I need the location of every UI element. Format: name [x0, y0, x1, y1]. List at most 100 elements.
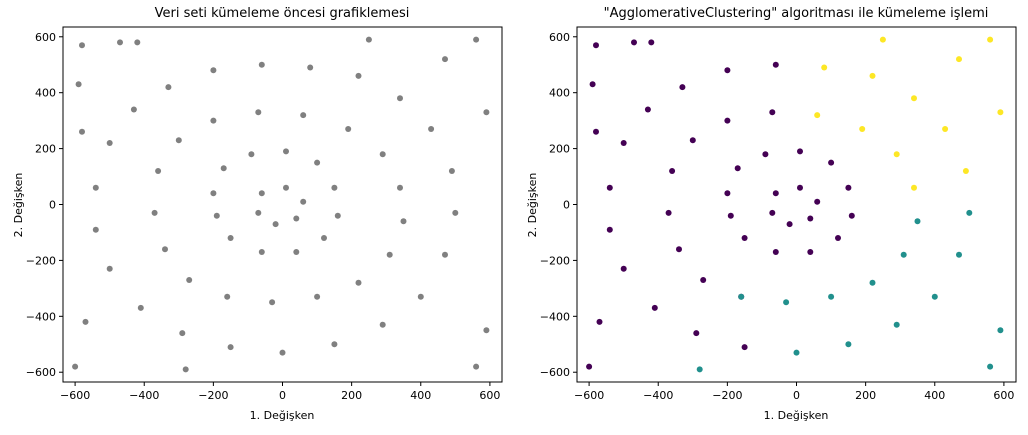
- data-point: [693, 330, 700, 337]
- data-point: [783, 299, 790, 306]
- x-tick-label: −400: [129, 389, 159, 402]
- y-tick-label: 0: [563, 199, 570, 212]
- scatter-panel-before: Veri seti kümeleme öncesi grafiklemesi −…: [12, 6, 503, 422]
- data-point: [417, 293, 424, 300]
- data-point: [724, 117, 731, 124]
- data-point: [845, 184, 852, 191]
- data-point: [255, 209, 262, 216]
- data-point: [665, 209, 672, 216]
- data-point: [651, 304, 658, 311]
- data-point: [379, 321, 386, 328]
- data-point: [72, 363, 79, 370]
- y-tick-label: 400: [35, 87, 56, 100]
- x-tick-label: −200: [198, 389, 228, 402]
- x-axis-label: 1. Değişken: [250, 409, 315, 422]
- x-tick-label: −600: [574, 389, 604, 402]
- data-point: [220, 165, 227, 172]
- data-point: [741, 344, 748, 351]
- y-tick-label: 200: [35, 143, 56, 156]
- data-point: [442, 56, 448, 63]
- data-point: [483, 109, 490, 116]
- data-point: [334, 212, 341, 219]
- data-point: [224, 293, 231, 300]
- data-point: [689, 137, 696, 144]
- plot-area: [576, 26, 1017, 383]
- x-tick-label: 200: [341, 389, 362, 402]
- data-point: [696, 366, 703, 373]
- x-tick-label: 0: [279, 389, 286, 402]
- data-point: [473, 36, 480, 43]
- data-point: [355, 72, 362, 79]
- x-tick-label: 600: [479, 389, 500, 402]
- data-point: [772, 190, 779, 197]
- data-point: [210, 67, 217, 74]
- data-point: [182, 366, 189, 373]
- data-point: [769, 109, 776, 116]
- data-point: [835, 235, 841, 241]
- data-point: [379, 151, 386, 158]
- scatter-panel-clustered: "AgglomerativeClustering" algoritması il…: [526, 6, 1017, 422]
- data-point: [137, 304, 144, 311]
- data-point: [586, 363, 593, 370]
- data-point: [942, 126, 949, 132]
- data-point: [797, 184, 803, 191]
- data-point: [593, 128, 599, 135]
- y-tick-label: 600: [549, 31, 570, 44]
- data-point: [814, 198, 821, 205]
- data-point: [772, 249, 779, 255]
- data-point: [724, 190, 731, 197]
- data-point: [162, 246, 168, 253]
- data-point: [606, 226, 613, 233]
- x-tick-label: −400: [643, 389, 673, 402]
- scatter-points: [586, 36, 1004, 373]
- data-point: [331, 184, 338, 191]
- data-point: [700, 277, 707, 283]
- data-point: [397, 95, 403, 102]
- x-tick-label: 200: [855, 389, 876, 402]
- data-point: [283, 148, 289, 155]
- x-axis-ticks: −600 −400 −200 0 200 400 600: [60, 382, 500, 402]
- data-point: [248, 151, 255, 158]
- data-point: [210, 190, 217, 197]
- chart-title: "AgglomerativeClustering" algoritması il…: [604, 6, 989, 21]
- data-point: [869, 72, 876, 79]
- x-tick-label: 400: [410, 389, 431, 402]
- chart-title: Veri seti kümeleme öncesi grafiklemesi: [155, 6, 410, 21]
- data-point: [130, 106, 137, 113]
- data-point: [175, 137, 182, 144]
- data-point: [648, 39, 655, 46]
- data-point: [452, 209, 459, 216]
- plot-area: [62, 26, 503, 383]
- data-point: [258, 190, 265, 197]
- data-point: [966, 209, 973, 216]
- data-point: [300, 198, 307, 205]
- data-point: [593, 42, 599, 49]
- x-tick-label: −600: [60, 389, 90, 402]
- data-point: [644, 106, 651, 113]
- x-tick-label: 600: [993, 389, 1014, 402]
- data-point: [75, 81, 82, 88]
- data-point: [845, 341, 852, 348]
- data-point: [92, 184, 99, 191]
- data-point: [355, 279, 362, 286]
- data-point: [210, 117, 217, 124]
- data-point: [724, 67, 731, 74]
- data-point: [397, 184, 403, 191]
- data-point: [79, 42, 85, 49]
- data-point: [848, 212, 855, 219]
- data-point: [911, 184, 917, 191]
- y-tick-label: −200: [540, 254, 570, 267]
- data-point: [807, 215, 814, 222]
- data-point: [828, 159, 835, 166]
- data-point: [606, 184, 613, 191]
- data-point: [911, 95, 917, 102]
- data-point: [473, 363, 480, 370]
- data-point: [900, 251, 907, 258]
- data-point: [814, 112, 821, 119]
- data-point: [227, 344, 234, 351]
- data-point: [134, 39, 141, 46]
- data-point: [293, 249, 300, 255]
- x-axis-ticks: −600 −400 −200 0 200 400 600: [574, 382, 1014, 402]
- data-point: [669, 168, 676, 174]
- y-axis-label: 2. Değişken: [526, 173, 539, 238]
